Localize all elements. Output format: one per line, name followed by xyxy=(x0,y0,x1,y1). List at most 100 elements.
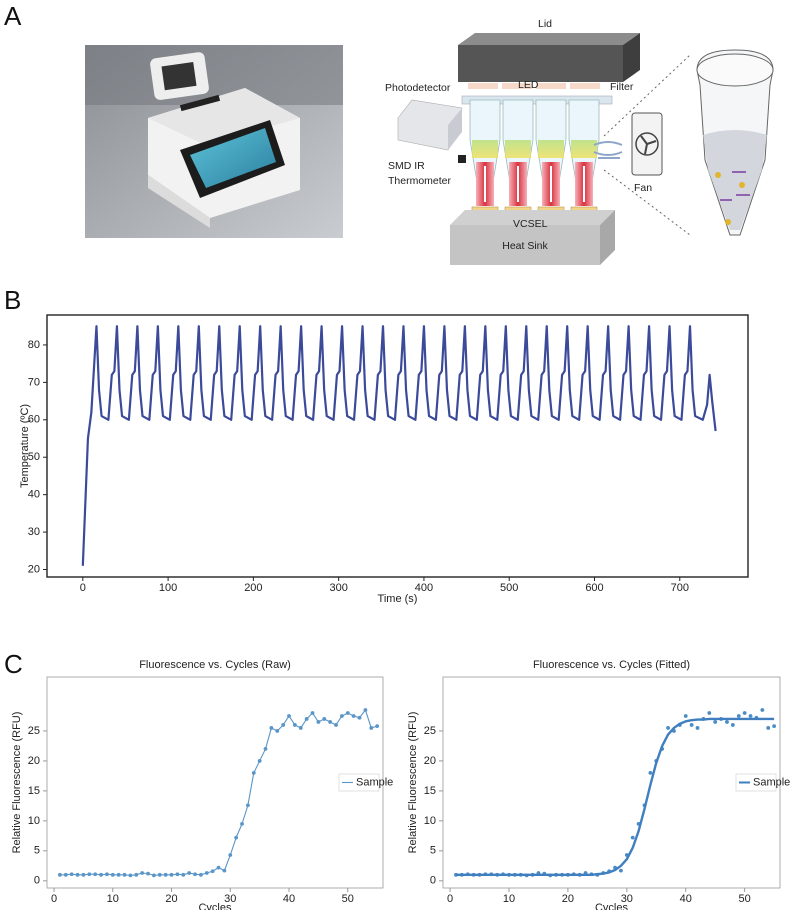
diagram-label: LED xyxy=(518,79,539,91)
x-tick-label: 40 xyxy=(283,893,295,905)
y-tick-label: 15 xyxy=(424,785,436,797)
data-point xyxy=(134,872,139,877)
data-point xyxy=(199,872,203,877)
data-point xyxy=(245,803,250,808)
y-tick-label: 10 xyxy=(424,815,436,827)
data-point xyxy=(210,869,215,874)
data-point xyxy=(269,726,274,730)
data-point xyxy=(181,872,186,877)
y-tick-label: 10 xyxy=(28,815,40,827)
x-tick-label: 100 xyxy=(159,582,177,594)
y-tick-label: 70 xyxy=(28,376,40,388)
data-point xyxy=(375,724,380,729)
y-tick-label: 25 xyxy=(28,725,40,737)
data-point xyxy=(222,868,227,873)
chart-title: Fluorescence vs. Cycles (Fitted) xyxy=(533,659,690,671)
data-point xyxy=(251,771,256,775)
legend-box xyxy=(338,773,380,792)
data-point xyxy=(234,835,239,840)
data-point xyxy=(742,711,747,715)
data-point xyxy=(99,872,103,877)
x-tick-label: 10 xyxy=(107,893,119,905)
x-axis-label: Cycles xyxy=(595,902,629,910)
x-tick-label: 30 xyxy=(224,893,236,905)
diagram-label: SMD IR xyxy=(388,160,425,172)
x-tick-label: 0 xyxy=(80,582,86,594)
x-tick-label: 500 xyxy=(500,582,518,594)
legend-label: Sample xyxy=(753,776,790,788)
data-point xyxy=(152,873,156,878)
data-point xyxy=(275,729,280,733)
data-point xyxy=(128,873,133,878)
data-point xyxy=(228,853,233,857)
y-axis-label: Relative Fluorescence (RFU) xyxy=(407,712,419,854)
device-photo xyxy=(85,45,343,238)
diagram-label: Lid xyxy=(538,18,552,30)
y-tick-label: 60 xyxy=(28,414,40,426)
data-point xyxy=(93,872,98,877)
data-point xyxy=(75,872,80,877)
data-point xyxy=(187,871,192,875)
y-tick-label: 50 xyxy=(28,451,40,463)
data-point xyxy=(58,872,62,877)
data-point xyxy=(351,714,356,718)
data-point xyxy=(240,821,244,826)
y-axis-label: Temperature (ºC) xyxy=(19,404,31,488)
x-tick-label: 40 xyxy=(680,893,692,905)
data-point xyxy=(263,747,268,751)
data-point xyxy=(666,726,670,730)
diagram-label: Photodetector xyxy=(385,82,451,94)
y-tick-label: 30 xyxy=(28,526,40,538)
data-point xyxy=(730,723,735,727)
x-tick-label: 700 xyxy=(671,582,689,594)
legend-label: Sample xyxy=(356,776,393,788)
panel-label: A xyxy=(4,1,22,31)
y-axis-label: Relative Fluorescence (RFU) xyxy=(11,712,23,854)
data-point xyxy=(140,871,145,875)
data-point xyxy=(157,872,162,877)
x-tick-label: 0 xyxy=(51,893,57,905)
data-point xyxy=(707,711,712,715)
data-point xyxy=(316,720,321,724)
panel-label: B xyxy=(4,285,21,315)
legend-box xyxy=(735,773,777,792)
data-point xyxy=(292,723,297,727)
data-line xyxy=(81,325,717,566)
y-tick-label: 5 xyxy=(430,845,436,857)
x-tick-label: 0 xyxy=(447,893,453,905)
data-point xyxy=(310,711,315,715)
data-point xyxy=(630,835,635,840)
diagram-label: Thermometer xyxy=(388,175,452,187)
data-point xyxy=(334,723,338,727)
x-tick-label: 200 xyxy=(244,582,262,594)
data-point xyxy=(287,714,291,718)
data-point xyxy=(689,723,694,727)
data-point xyxy=(163,872,168,877)
data-point xyxy=(81,872,86,877)
x-tick-label: 30 xyxy=(621,893,633,905)
y-tick-label: 20 xyxy=(424,755,436,767)
data-point xyxy=(328,720,333,724)
diagram-label: VCSEL xyxy=(513,218,548,230)
data-point xyxy=(257,759,262,763)
data-point xyxy=(110,872,115,877)
data-point xyxy=(298,726,303,730)
data-point xyxy=(619,868,623,873)
data-point xyxy=(63,872,68,877)
x-tick-label: 20 xyxy=(165,893,177,905)
y-tick-label: 20 xyxy=(28,563,40,575)
x-axis-label: Cycles xyxy=(198,902,232,910)
data-point xyxy=(281,723,286,727)
data-point xyxy=(648,771,653,775)
data-point xyxy=(357,715,362,720)
data-point xyxy=(169,872,174,877)
data-point xyxy=(363,708,368,712)
y-tick-label: 0 xyxy=(34,875,40,887)
data-point xyxy=(713,720,718,724)
data-point xyxy=(748,714,753,718)
y-tick-label: 15 xyxy=(28,785,40,797)
data-point xyxy=(175,872,180,877)
plot-frame xyxy=(46,314,749,578)
data-point xyxy=(146,871,150,876)
diagram-label: Fan xyxy=(634,182,652,194)
